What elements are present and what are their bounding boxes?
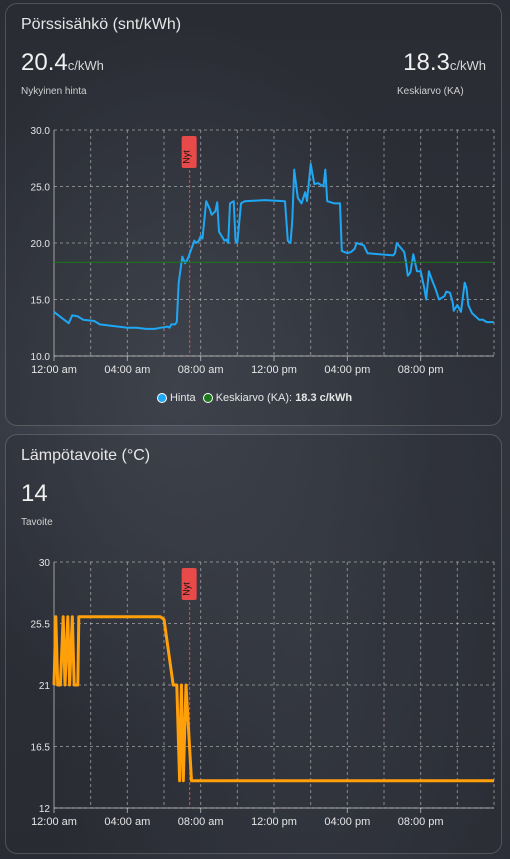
card-title: Lämpötavoite (°C) (21, 447, 151, 464)
legend-item-keskiarvo[interactable]: Keskiarvo (KA): 18.3 c/kWh (202, 392, 353, 404)
current-price-label: Nykyinen hinta (21, 86, 87, 97)
x-tick-label: 08:00 am (178, 816, 224, 828)
x-tick-label: 08:00 am (178, 364, 224, 376)
y-tick-label: 20.0 (31, 239, 51, 250)
y-tick-label: 25.5 (31, 620, 51, 631)
now-marker-badge: Nyt (181, 568, 197, 600)
temperature-target-card: Lämpötavoite (°C) 14 Tavoite 12 16.5 21 25.… (5, 434, 502, 854)
legend-item-hinta[interactable]: Hinta (156, 392, 196, 404)
y-tick-label: 30 (39, 558, 51, 569)
x-tick-label: 04:00 am (104, 364, 150, 376)
current-price: 20.4c/kWh (21, 49, 104, 77)
y-tick-label: 12 (39, 804, 51, 815)
price-chart: 10.0 15.0 20.0 25.0 30.0 12:00 am 04:00 am 08:0… (31, 126, 495, 376)
x-tick-label: 04:00 pm (324, 364, 370, 376)
x-tick-label: 12:00 am (31, 816, 77, 828)
now-marker-box (181, 568, 197, 600)
target-value: 14 (21, 480, 48, 507)
average-price-value: 18.3 (403, 49, 450, 76)
average-price: 18.3c/kWh (403, 49, 486, 77)
current-price-value: 20.4 (21, 49, 68, 76)
x-tick-label: 04:00 pm (324, 816, 370, 828)
y-tick-label: 25.0 (31, 183, 51, 194)
y-tick-label: 21 (39, 681, 51, 692)
now-marker-label: Nyt (182, 150, 192, 164)
legend-value-keskiarvo: 18.3 c/kWh (295, 392, 353, 404)
now-marker-box (181, 136, 197, 168)
series-line-1 (53, 162, 494, 330)
now-marker-badge: Nyt (181, 136, 197, 168)
chart-legend: Hinta Keskiarvo (KA): 18.3 c/kWh (6, 392, 503, 404)
y-tick-label: 30.0 (31, 126, 51, 137)
x-tick-label: 12:00 pm (251, 816, 297, 828)
x-tick-label: 04:00 am (104, 816, 150, 828)
x-tick-label: 08:00 pm (398, 816, 444, 828)
y-tick-label: 10.0 (31, 352, 51, 363)
electricity-price-card: Pörssisähkö (snt/kWh) 20.4c/kWh Nykyinen… (5, 3, 502, 426)
legend-label-hinta: Hinta (169, 392, 196, 404)
legend-label-keskiarvo: Keskiarvo (KA): (215, 392, 293, 404)
x-tick-label: 12:00 pm (251, 364, 297, 376)
y-tick-label: 15.0 (31, 296, 51, 307)
target-label: Tavoite (21, 517, 53, 528)
x-tick-label: 08:00 pm (398, 364, 444, 376)
average-price-label: Keskiarvo (KA) (397, 86, 464, 97)
current-price-unit: c/kWh (67, 58, 104, 73)
legend-dot-icon (156, 393, 167, 403)
card-title: Pörssisähkö (snt/kWh) (21, 16, 182, 33)
average-price-unit: c/kWh (449, 58, 486, 73)
y-tick-label: 16.5 (31, 743, 51, 754)
legend-dot-icon (202, 393, 213, 403)
x-tick-label: 12:00 am (31, 364, 77, 376)
now-marker-label: Nyt (182, 582, 192, 596)
series-line-1 (52, 615, 494, 783)
target-chart: 12 16.5 21 25.5 30 12:00 am 04:00 am 08:00 am 12… (31, 558, 495, 828)
